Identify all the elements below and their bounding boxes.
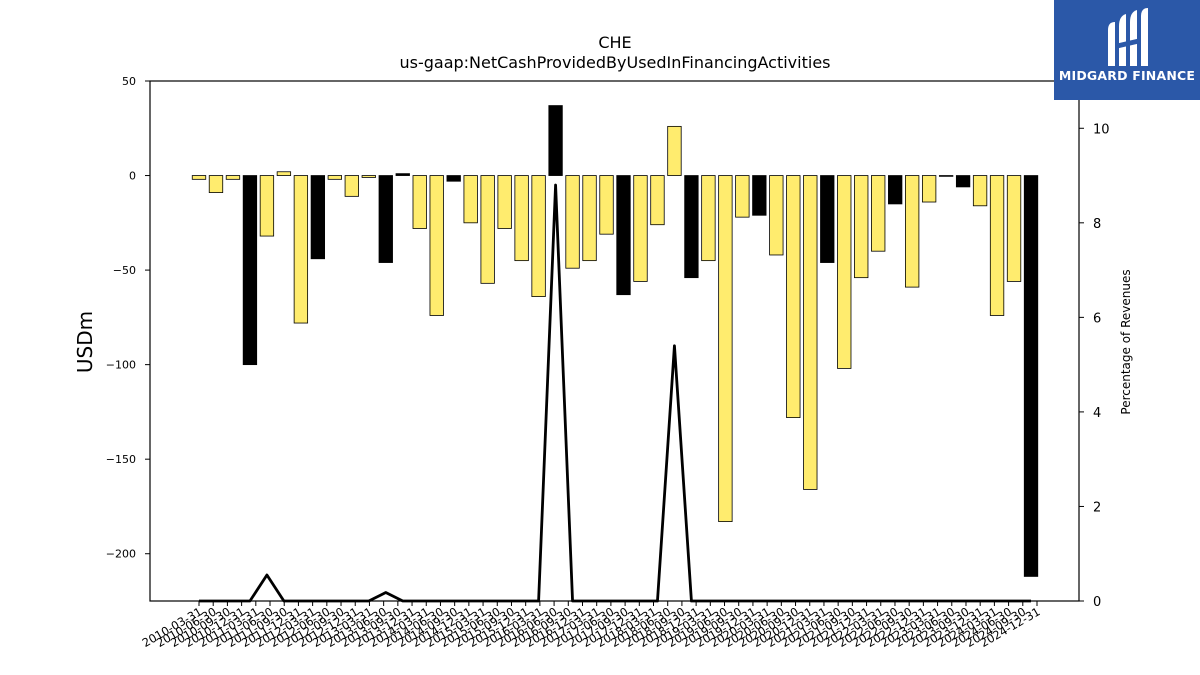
bar [225, 175, 241, 180]
bar [310, 175, 326, 260]
bar [429, 175, 444, 316]
y2-axis: 0 2 4 6 8 10 [1079, 122, 1110, 610]
y-tick-label: −200 [106, 548, 136, 561]
bar [701, 175, 716, 262]
bar [208, 175, 224, 193]
y2-tick-label: 4 [1093, 406, 1101, 421]
bar [989, 175, 1005, 316]
bar [565, 175, 580, 269]
bar [837, 175, 852, 369]
bar [684, 175, 699, 279]
bar [599, 175, 614, 235]
logo-mark-icon [1108, 8, 1148, 66]
bar [395, 173, 410, 176]
bar [497, 175, 512, 229]
bar [667, 125, 682, 176]
bars-group [191, 105, 1039, 577]
bar [361, 175, 376, 178]
bar [921, 175, 937, 203]
bar [1023, 175, 1039, 577]
y-tick-label: 50 [122, 75, 136, 88]
y2-axis-label: Percentage of Revenues [1119, 269, 1133, 414]
bar [293, 175, 309, 324]
y-tick-label: −50 [113, 264, 136, 277]
y2-tick-label: 2 [1093, 500, 1101, 515]
y-axis: 50 0 −50 −100 −150 −200 [106, 75, 150, 561]
bar [344, 175, 359, 197]
bar [276, 171, 292, 176]
bar [871, 175, 886, 252]
bar [718, 175, 733, 522]
bar [531, 175, 546, 297]
x-axis: 2010-03-312010-06-302010-09-302010-12-31… [140, 601, 1043, 650]
bar [820, 175, 835, 263]
bar [888, 175, 903, 205]
bar [854, 175, 869, 279]
logo-text: MIDGARD FINANCE [1058, 68, 1196, 83]
bar [582, 175, 597, 262]
bar [633, 175, 648, 282]
bar [463, 175, 478, 224]
bar [327, 175, 342, 180]
bar [378, 175, 393, 263]
bar [514, 175, 529, 262]
bar [259, 175, 275, 237]
chart-subtitle: us-gaap:NetCashProvidedByUsedInFinancing… [399, 53, 830, 72]
bar [650, 175, 665, 226]
y-axis-label: USDm [73, 311, 97, 373]
y-tick-label: −150 [106, 453, 136, 466]
bar [412, 175, 427, 229]
bar [905, 175, 920, 288]
bar [803, 175, 818, 490]
bar [548, 105, 563, 176]
y2-tick-label: 6 [1093, 311, 1101, 326]
y-tick-label: −100 [106, 359, 136, 372]
brand-logo: MIDGARD FINANCE [1054, 0, 1200, 100]
bar [972, 175, 988, 207]
bar [191, 175, 207, 180]
y2-tick-label: 0 [1093, 595, 1101, 610]
plot-frame [149, 80, 1080, 602]
bar [752, 175, 767, 216]
bar [242, 175, 258, 366]
y-tick-label: 0 [129, 170, 136, 183]
bar [480, 175, 495, 284]
bar [1006, 175, 1022, 282]
bar [938, 175, 954, 177]
bar [786, 175, 801, 418]
bar [955, 175, 971, 188]
y2-tick-label: 10 [1093, 122, 1110, 137]
y2-tick-label: 8 [1093, 217, 1101, 232]
bar [735, 175, 750, 218]
bar [446, 175, 461, 182]
chart-title: CHE [598, 33, 631, 52]
bar [769, 175, 784, 256]
bar [616, 175, 631, 296]
